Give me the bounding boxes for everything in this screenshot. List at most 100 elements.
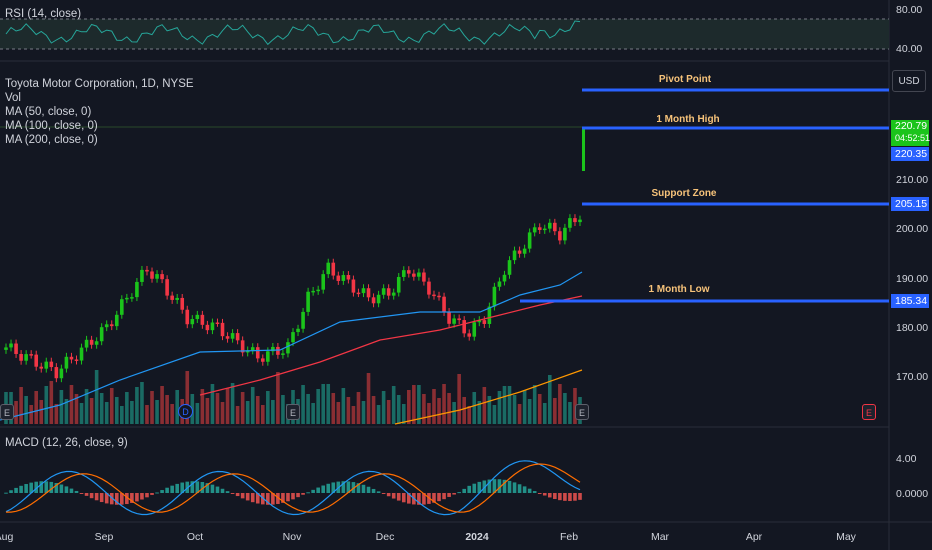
candle-body <box>396 276 401 293</box>
volume-bar <box>447 393 451 424</box>
volume-bar <box>568 402 572 424</box>
pivot-line-label[interactable]: Pivot Point <box>658 74 712 85</box>
volume-bar <box>54 404 59 424</box>
candle-body <box>109 324 114 327</box>
earnings-marker[interactable]: E <box>286 404 300 420</box>
dividend-marker[interactable]: D <box>178 404 193 419</box>
macd-histogram-bar <box>230 493 235 494</box>
macd-histogram-bar <box>150 493 154 495</box>
volume-bar <box>64 399 69 424</box>
macd-histogram-bar <box>512 482 517 493</box>
volume-bar <box>401 404 406 424</box>
candle-body <box>522 248 527 254</box>
rsi-title[interactable]: RSI (14, close) <box>5 8 82 20</box>
macd-histogram-bar <box>371 488 376 493</box>
candle-body <box>250 347 255 351</box>
macd-histogram-bar <box>271 493 275 505</box>
ma50-legend[interactable]: MA (50, close, 0) <box>5 106 92 118</box>
macd-histogram-bar <box>452 493 456 495</box>
candle-body <box>175 297 179 300</box>
earnings-marker-upcoming[interactable]: E <box>862 404 876 420</box>
earnings-marker[interactable]: E <box>575 404 589 420</box>
currency-button[interactable]: USD <box>892 70 926 92</box>
candle-body <box>563 227 567 241</box>
volume-bar <box>326 384 331 424</box>
candle-body <box>24 354 28 361</box>
volume-bar <box>34 391 39 424</box>
macd-histogram-bar <box>135 493 139 502</box>
macd-title[interactable]: MACD (12, 26, close, 9) <box>5 437 128 449</box>
month-low-line-label[interactable]: 1 Month Low <box>648 284 710 295</box>
candle-body <box>537 227 542 230</box>
time-tick: Dec <box>375 531 395 543</box>
macd-histogram-bar <box>502 479 507 493</box>
candle-body <box>527 232 532 249</box>
candle-body <box>311 290 315 293</box>
candle-body <box>64 356 69 369</box>
ma50-line <box>0 271 583 421</box>
macd-histogram-bar <box>109 493 114 505</box>
last-price-tag: 220.79 04:52:51 <box>891 120 930 146</box>
ma100-line <box>199 295 583 396</box>
candle-body <box>291 332 295 343</box>
macd-histogram-bar <box>165 487 169 493</box>
earnings-marker[interactable]: E <box>0 404 14 420</box>
ma200-legend[interactable]: MA (200, close, 0) <box>5 134 98 146</box>
low-price-tag: 185.34 <box>891 294 929 308</box>
macd-histogram-bar <box>190 481 195 493</box>
candle-body <box>296 328 300 333</box>
candle-body <box>437 295 441 298</box>
volume-bar <box>240 392 245 424</box>
volume-bar <box>341 388 346 424</box>
price-tick-210: 210.00 <box>896 174 929 186</box>
macd-histogram-bar <box>34 481 39 493</box>
macd-histogram-bar <box>215 486 220 493</box>
macd-histogram-bar <box>417 493 421 505</box>
macd-histogram-bar <box>250 493 255 503</box>
candle-body <box>104 324 109 328</box>
macd-histogram-bar <box>563 493 567 501</box>
volume-bar <box>271 400 275 424</box>
volume-bar <box>99 393 104 424</box>
macd-histogram-bar <box>442 493 446 500</box>
candle-body <box>160 274 164 280</box>
candle-body <box>49 361 54 368</box>
macd-histogram-bar <box>180 482 185 493</box>
candle-body <box>135 281 139 298</box>
volume-bar <box>235 406 240 424</box>
volume-bar <box>361 401 366 424</box>
vol-legend[interactable]: Vol <box>5 92 21 104</box>
candle-body <box>281 353 285 355</box>
macd-histogram-bar <box>14 487 18 493</box>
macd-histogram-bar <box>467 485 472 493</box>
signal-line <box>6 463 581 513</box>
macd-histogram-bar <box>195 481 200 493</box>
candle-body <box>255 347 260 359</box>
candle-body <box>185 309 190 325</box>
volume-bar <box>517 404 522 424</box>
volume-bar <box>558 384 562 424</box>
candle-body <box>54 367 59 379</box>
volume-bar <box>497 391 502 424</box>
candle-body <box>245 350 250 353</box>
candle-body <box>492 286 497 307</box>
macd-histogram-bar <box>477 481 482 493</box>
volume-bar <box>381 391 386 424</box>
support-line-label[interactable]: Support Zone <box>651 188 717 199</box>
volume-bar <box>185 371 190 424</box>
macd-histogram-bar <box>573 493 577 501</box>
symbol-legend[interactable]: Toyota Motor Corporation, 1D, NYSE <box>5 78 194 90</box>
price-tick-200: 200.00 <box>896 223 929 235</box>
volume-bar <box>412 385 416 424</box>
macd-histogram-bar <box>457 492 461 494</box>
macd-histogram-bar <box>19 485 23 493</box>
ma100-legend[interactable]: MA (100, close, 0) <box>5 120 98 132</box>
macd-histogram-bar <box>351 482 356 493</box>
macd-histogram-bar <box>553 493 557 500</box>
month-high-line-label[interactable]: 1 Month High <box>656 114 720 125</box>
candle-body <box>205 324 210 331</box>
candle-body <box>74 359 79 361</box>
volume-bar <box>19 387 23 424</box>
macd-histogram-bar <box>568 493 572 502</box>
